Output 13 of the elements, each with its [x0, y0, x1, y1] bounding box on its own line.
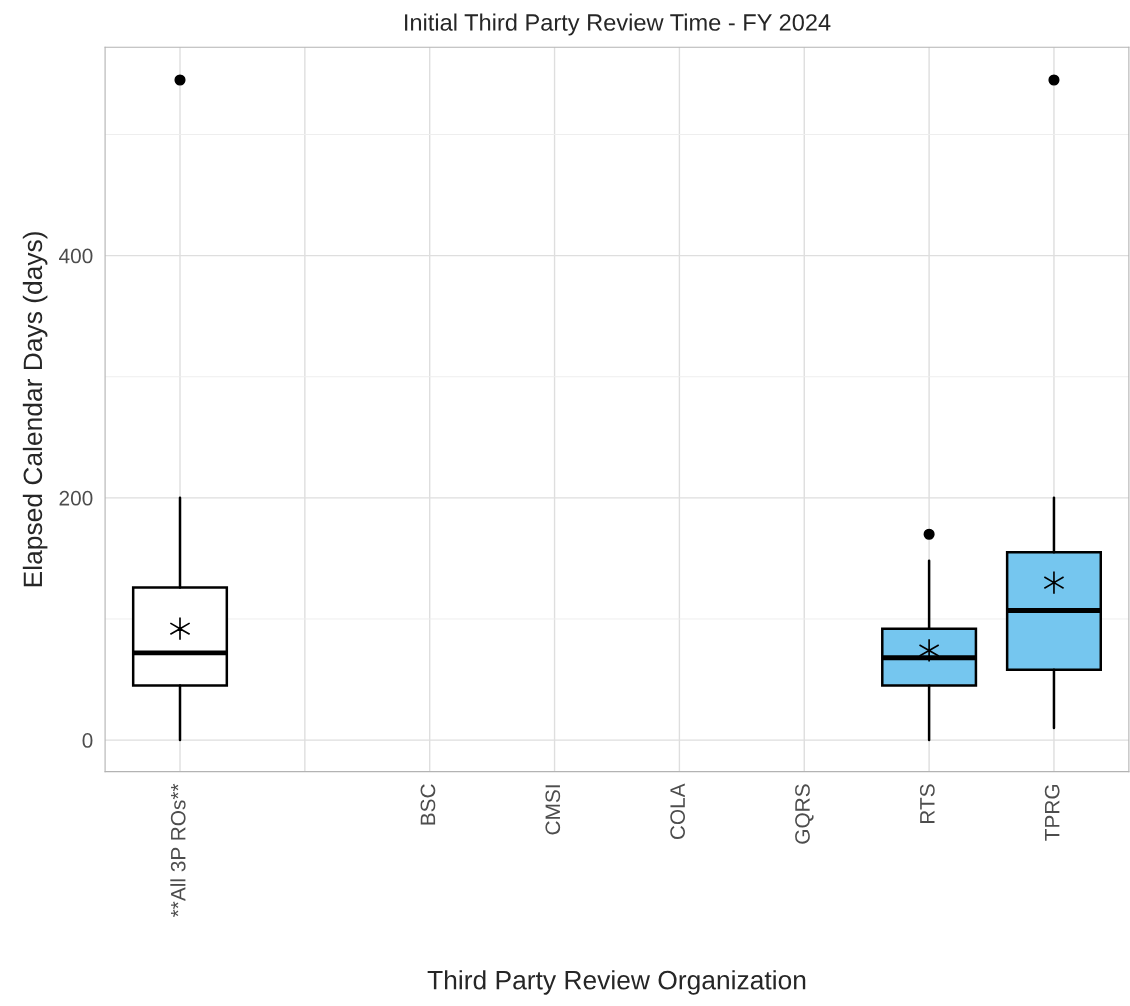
x-tick-label: RTS	[919, 784, 935, 823]
x-tick-label: GQRS	[795, 784, 814, 844]
y-tick-label: 0	[82, 733, 93, 748]
chart-title: Initial Third Party Review Time - FY 2024	[405, 13, 831, 36]
x-tick-label: **All 3P ROs**	[170, 783, 186, 918]
x-tick-label: COLA	[670, 783, 685, 840]
x-tick-label: CMSI	[545, 785, 561, 835]
x-axis-title: Third Party Review Organization	[427, 970, 806, 995]
y-tick-label: 400	[59, 248, 93, 264]
x-tick-label: BSC	[420, 784, 436, 825]
y-tick-label: 200	[59, 490, 93, 506]
x-tick-label: TPRG	[1044, 784, 1060, 841]
y-axis-title: Elapsed Calendar Days (days)	[22, 232, 48, 587]
